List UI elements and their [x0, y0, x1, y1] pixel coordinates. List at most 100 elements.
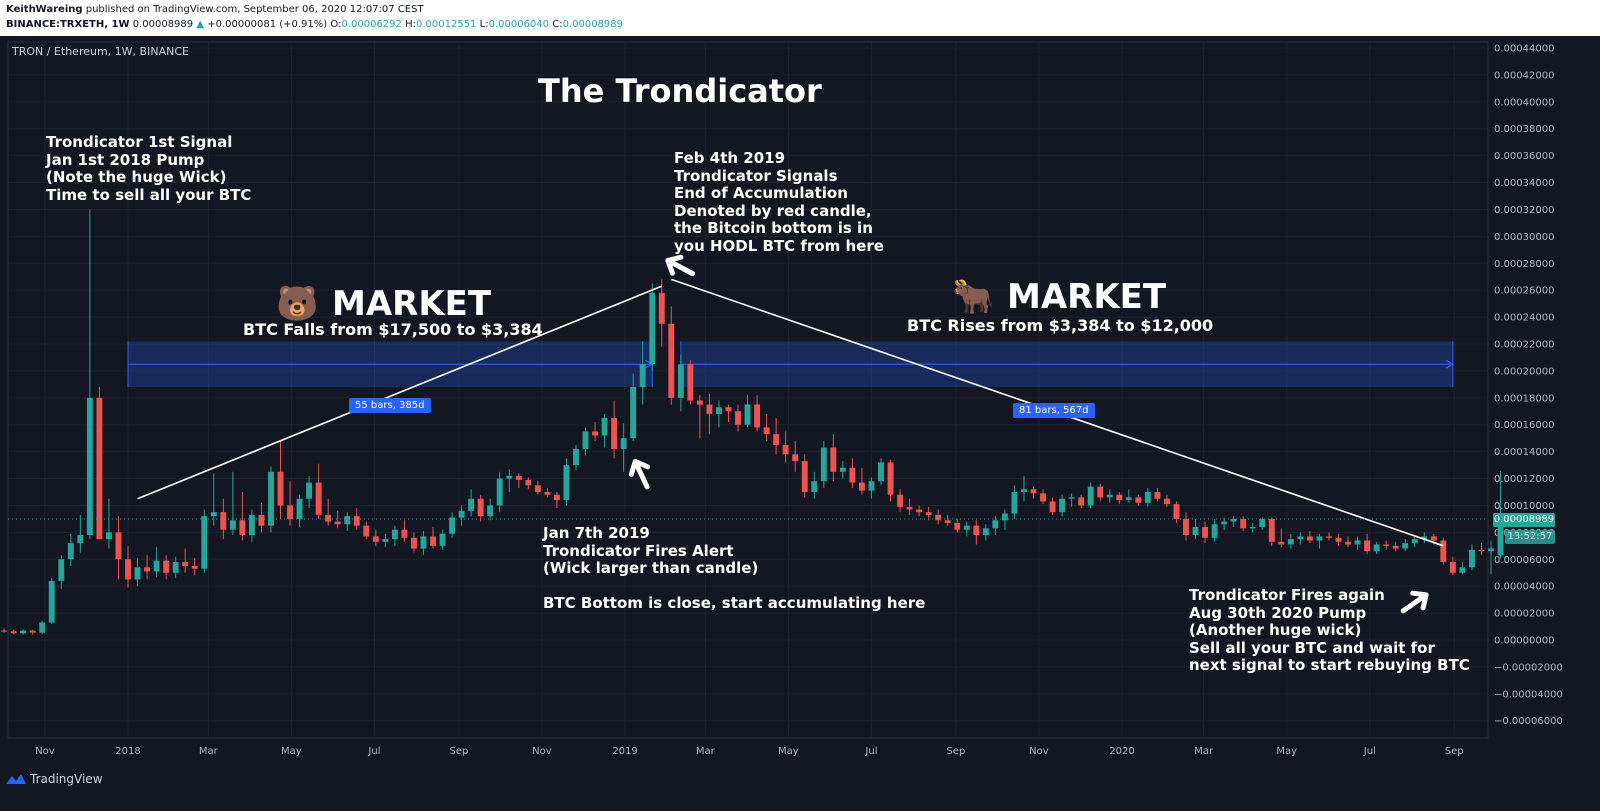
- candle-body: [1402, 543, 1409, 549]
- candle-body: [1259, 518, 1266, 527]
- high-value: 0.00012551: [415, 19, 477, 30]
- candle-body: [944, 520, 951, 523]
- feb-2019-note: Feb 4th 2019 Trondicator Signals End of …: [674, 149, 884, 255]
- candle-body: [315, 482, 322, 515]
- candle-body: [391, 529, 398, 540]
- bull-emoji-icon: 🐂: [952, 277, 995, 317]
- x-tick-label: Nov: [35, 746, 55, 757]
- y-tick-label: 0.00040000: [1494, 97, 1554, 108]
- candle-body: [1392, 545, 1399, 549]
- candle-body: [515, 475, 522, 480]
- date-range-tag-1[interactable]: 55 bars, 385d: [349, 398, 431, 413]
- candle-body: [649, 292, 656, 365]
- candle-body: [477, 498, 484, 517]
- candle-body: [20, 630, 27, 634]
- candle-body: [1211, 524, 1218, 538]
- open-value: 0.00006292: [341, 19, 402, 30]
- candle-body: [1011, 492, 1018, 514]
- low-value: 0.00006040: [488, 19, 550, 30]
- candle-body: [639, 364, 646, 388]
- candle-body: [105, 532, 112, 540]
- candle-body: [1049, 501, 1056, 513]
- candle-body: [897, 494, 904, 507]
- candle-body: [820, 447, 827, 482]
- candle-body: [973, 525, 980, 536]
- signal1-note: Trondicator 1st Signal Jan 1st 2018 Pump…: [46, 133, 252, 204]
- x-tick-label: Nov: [532, 746, 552, 757]
- y-tick-label: −0.00006000: [1494, 716, 1563, 727]
- x-tick-label: Mar: [1194, 746, 1214, 757]
- candle-body: [144, 567, 151, 572]
- candle-body: [963, 525, 970, 530]
- publish-header: KeithWareing published on TradingView.co…: [0, 0, 1600, 36]
- candle-body: [496, 478, 503, 506]
- candle-body: [1154, 492, 1161, 499]
- y-tick-label: 0.00016000: [1494, 420, 1554, 431]
- candle-body: [163, 560, 170, 573]
- y-tick-label: 0.00002000: [1494, 609, 1554, 620]
- y-tick-label: 0.00042000: [1494, 70, 1554, 81]
- candle-body: [1411, 539, 1418, 544]
- bear-market-subtitle: BTC Falls from $17,500 to $3,384: [243, 320, 543, 339]
- candle-body: [125, 559, 131, 580]
- candle-body: [86, 397, 93, 536]
- candle-body: [811, 481, 818, 492]
- candle-body: [668, 323, 675, 398]
- candle-body: [658, 292, 665, 324]
- date-range-tag-2[interactable]: 81 bars, 567d: [1013, 403, 1095, 418]
- jan-2019-note: Jan 7th 2019 Trondicator Fires Alert (Wi…: [543, 524, 926, 612]
- x-tick-label: Mar: [696, 746, 716, 757]
- candle-body: [887, 462, 894, 495]
- candle-body: [306, 482, 313, 499]
- candle-body: [1268, 518, 1275, 542]
- candle-body: [763, 427, 770, 435]
- candle-body: [582, 431, 589, 449]
- up-arrow-icon: ▲: [196, 19, 205, 30]
- candle-body: [830, 447, 837, 472]
- candle-body: [229, 520, 236, 530]
- candle-body: [1421, 536, 1428, 540]
- bar-countdown-tag: 13:52:57: [1505, 530, 1555, 544]
- candle-body: [29, 630, 36, 633]
- candle-body: [487, 505, 494, 517]
- high-label: H:: [405, 19, 416, 30]
- candle-body: [1440, 540, 1447, 562]
- candle-body: [1430, 536, 1437, 541]
- candle-body: [925, 512, 932, 515]
- candle-body: [115, 532, 122, 560]
- y-tick-label: 0.00032000: [1494, 205, 1554, 216]
- candle-body: [58, 559, 65, 581]
- candle-body: [1354, 540, 1361, 545]
- arrow-jan-icon-shape: [628, 458, 651, 490]
- arrow-jan-icon: [628, 458, 651, 490]
- chart-title: The Trondicator: [538, 72, 822, 110]
- candle-body: [715, 407, 722, 414]
- candle-body: [410, 537, 417, 549]
- candle-body: [630, 387, 637, 439]
- y-tick-label: 0.00030000: [1494, 232, 1554, 243]
- candle-body: [268, 471, 274, 526]
- y-tick-label: 0.00026000: [1494, 286, 1554, 297]
- arrow-feb-icon: [665, 254, 696, 277]
- x-tick-label: Mar: [199, 746, 219, 757]
- candle-body: [506, 475, 513, 479]
- author-name[interactable]: KeithWareing: [6, 4, 83, 15]
- publish-line: KeithWareing published on TradingView.co…: [6, 3, 424, 17]
- candle-body: [1249, 526, 1256, 529]
- x-tick-label: Sep: [946, 746, 965, 757]
- low-label: L:: [479, 19, 489, 30]
- candle-body: [1001, 513, 1008, 521]
- candle-body: [10, 631, 17, 634]
- candle-body: [1468, 549, 1475, 568]
- candle-body: [1488, 548, 1494, 552]
- candle-body: [1030, 489, 1037, 494]
- candle-body: [601, 418, 608, 436]
- candlestick-chart[interactable]: 0.00044000 0.00042000 0.00040000 0.00038000…: [0, 36, 1600, 811]
- candle-body: [1278, 541, 1285, 545]
- candle-body: [1106, 494, 1113, 498]
- candle-body: [611, 418, 618, 449]
- candle-body: [782, 444, 789, 455]
- y-tick-label: 0.00020000: [1494, 366, 1554, 377]
- tradingview-logo[interactable]: TradingView: [6, 772, 103, 786]
- candle-body: [735, 411, 741, 425]
